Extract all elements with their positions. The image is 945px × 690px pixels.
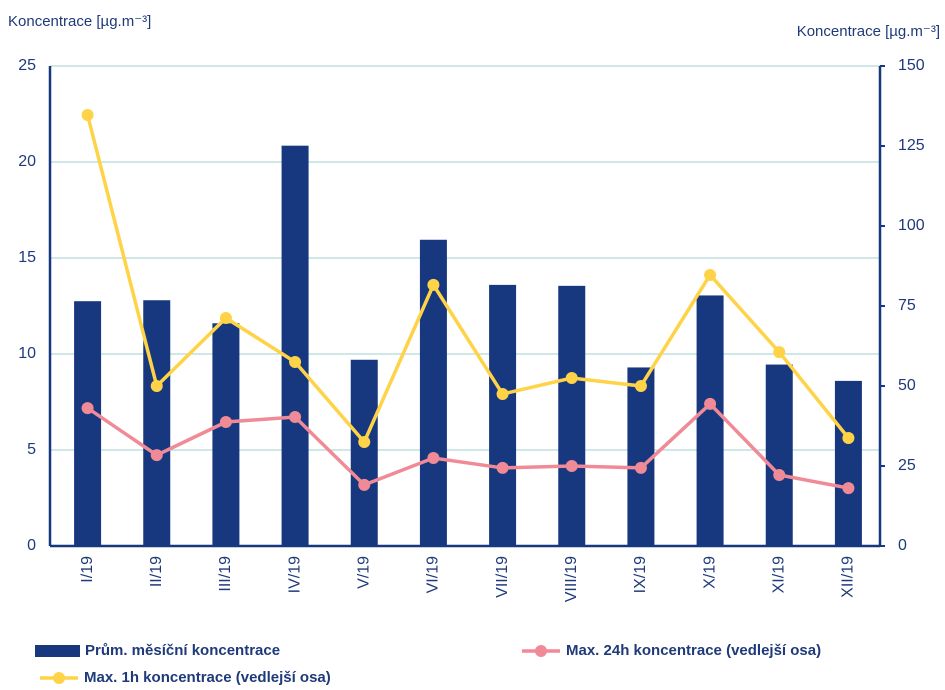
marker [219, 416, 232, 428]
marker [150, 380, 163, 392]
line [85, 114, 850, 446]
y2-tick-label: 50 [898, 377, 916, 394]
marker [773, 468, 786, 481]
marker [634, 380, 647, 392]
bar [834, 380, 862, 546]
x-tick-label: XI/19 [770, 556, 787, 593]
x-tick-label: III/19 [217, 556, 234, 592]
y2-tick-label: 125 [898, 137, 925, 154]
bar [350, 359, 378, 546]
marker [289, 411, 302, 424]
marker [634, 461, 647, 474]
y-tick-label: 0 [27, 537, 36, 554]
y2-tick-label: 75 [898, 297, 916, 314]
bar [143, 300, 171, 546]
marker [150, 449, 163, 462]
bar [489, 284, 517, 546]
y-tick-label: 25 [18, 57, 36, 74]
x-tick-label: VIII/19 [563, 556, 580, 602]
x-tick-label: II/19 [148, 556, 165, 587]
legend-marker [535, 645, 547, 657]
legend-label: Max. 1h koncentrace (vedlejší osa) [84, 669, 331, 686]
marker [427, 452, 440, 464]
marker [565, 372, 578, 384]
y-tick-label: 5 [27, 441, 36, 458]
y2-tick-label: 150 [898, 57, 925, 74]
bar [281, 145, 309, 546]
y-tick-label: 10 [18, 345, 36, 362]
legend-marker [53, 672, 65, 684]
marker [704, 397, 717, 410]
bar [558, 285, 586, 546]
legend-label: Prům. měsíční koncentrace [85, 642, 280, 659]
y2-tick-label: 25 [898, 457, 916, 474]
marker [496, 388, 509, 400]
marker [773, 346, 786, 359]
x-tick-label: IX/19 [632, 556, 649, 593]
x-tick-label: IV/19 [286, 556, 303, 593]
x-tick-label: V/19 [355, 556, 372, 589]
y2-tick-label: 100 [898, 217, 925, 234]
bar [627, 367, 655, 546]
bar [74, 301, 102, 546]
y2-axis-label: Koncentrace [µg.m⁻³] [797, 23, 940, 40]
marker [565, 460, 578, 472]
line [86, 401, 849, 490]
x-tick-label: VII/19 [494, 556, 511, 598]
bar [765, 364, 793, 546]
marker [81, 402, 94, 415]
marker [289, 356, 302, 368]
x-tick-label: VI/19 [425, 556, 442, 593]
marker [81, 108, 94, 121]
x-tick-label: XII/19 [840, 556, 857, 598]
y-tick-label: 20 [18, 153, 36, 170]
marker [427, 278, 440, 291]
legend-swatch [35, 645, 80, 657]
marker [358, 436, 371, 448]
y2-tick-label: 0 [898, 537, 907, 554]
marker [496, 461, 509, 474]
marker [842, 432, 855, 444]
marker [704, 268, 717, 281]
bar [212, 323, 240, 546]
y-tick-label: 15 [18, 249, 36, 266]
marker [219, 312, 232, 324]
x-tick-label: I/19 [79, 556, 96, 583]
marker [358, 478, 371, 491]
legend-label: Max. 24h koncentrace (vedlejší osa) [566, 642, 821, 659]
bar [696, 295, 724, 546]
marker [842, 482, 855, 495]
y-axis-label: Koncentrace [µg.m⁻³] [8, 13, 151, 30]
x-tick-label: X/19 [701, 556, 718, 589]
